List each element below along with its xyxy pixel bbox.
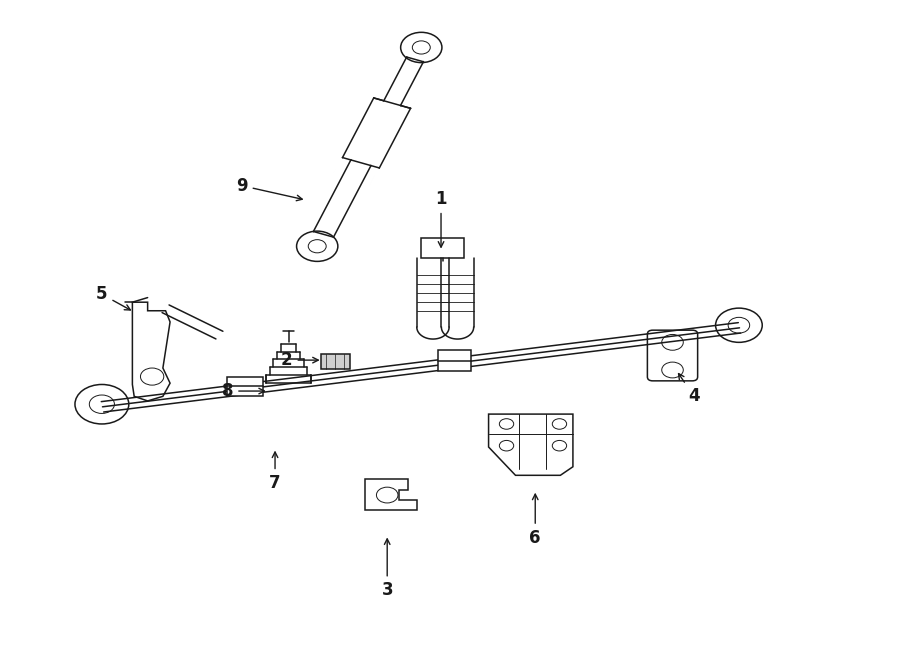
Bar xyxy=(320,354,349,369)
Text: 8: 8 xyxy=(221,382,265,400)
Bar xyxy=(421,239,464,258)
Text: 7: 7 xyxy=(269,452,281,492)
Bar xyxy=(438,350,471,371)
Text: 2: 2 xyxy=(281,351,319,369)
Bar xyxy=(228,377,264,397)
Text: 4: 4 xyxy=(679,373,700,405)
Text: 3: 3 xyxy=(382,539,393,600)
Text: 1: 1 xyxy=(436,190,446,247)
Text: 5: 5 xyxy=(96,286,130,310)
Text: 6: 6 xyxy=(529,494,541,547)
Text: 9: 9 xyxy=(236,176,302,201)
